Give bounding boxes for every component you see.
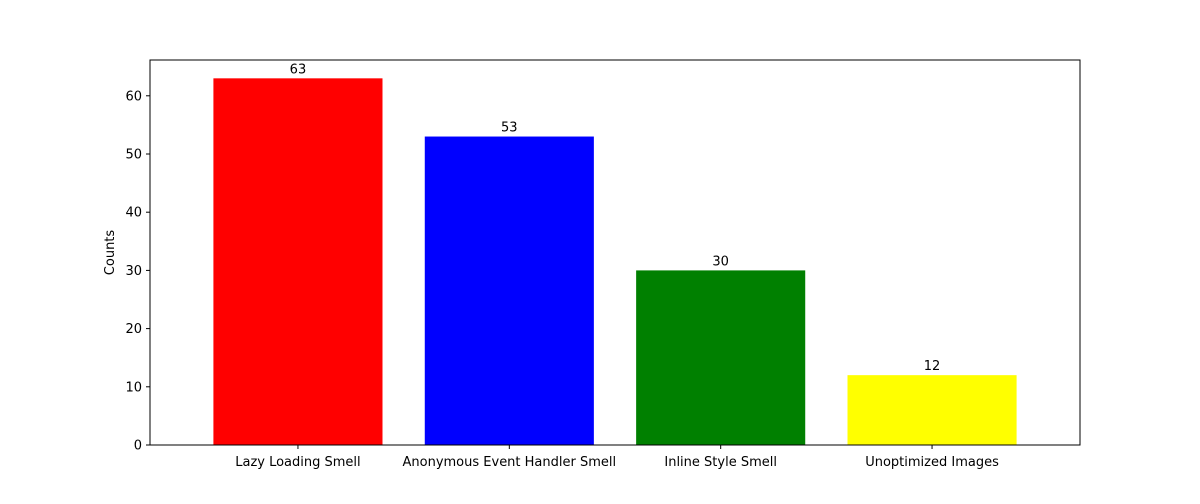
data-labels-layer: 63 53 30 12 (290, 62, 941, 374)
bars-layer (213, 78, 1017, 445)
y-tick-label: 10 (125, 380, 142, 395)
data-label: 53 (501, 121, 518, 136)
plot-frame (149, 59, 1081, 446)
y-tick-label: 40 (125, 206, 142, 221)
y-axis: 0 10 20 30 40 50 60 (125, 89, 150, 454)
x-tick-label: Anonymous Event Handler Smell (403, 455, 617, 470)
bar (847, 375, 1017, 445)
data-label: 63 (290, 62, 307, 77)
y-axis-label: Counts (103, 230, 118, 276)
x-tick-label: Unoptimized Images (865, 455, 999, 470)
bar (636, 270, 806, 445)
y-tick-label: 60 (125, 89, 142, 104)
data-label: 12 (924, 359, 941, 374)
y-tick-label: 0 (134, 439, 142, 454)
x-axis: Lazy Loading Smell Anonymous Event Handle… (235, 445, 999, 470)
bar (424, 136, 594, 445)
y-tick-label: 30 (125, 264, 142, 279)
y-tick-label: 50 (125, 147, 142, 162)
data-label: 30 (712, 254, 729, 269)
x-tick-label: Lazy Loading Smell (235, 455, 360, 470)
x-tick-label: Inline Style Smell (664, 455, 777, 470)
y-tick-label: 20 (125, 322, 142, 337)
bar (213, 78, 383, 445)
